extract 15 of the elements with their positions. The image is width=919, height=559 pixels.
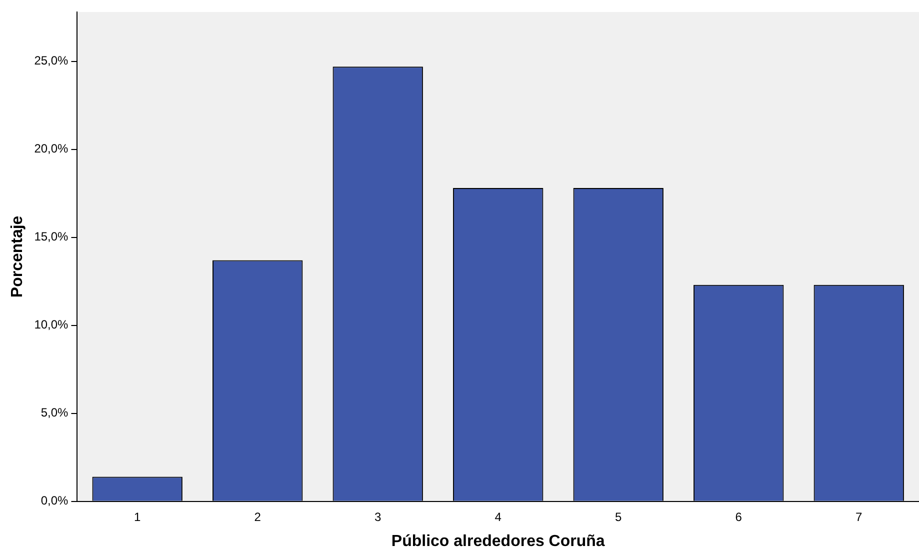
y-axis-title: Porcentaje (9, 216, 26, 298)
x-tick-label: 1 (134, 510, 142, 524)
y-tick-label: 20,0% (34, 142, 69, 156)
x-tick-label: 4 (494, 510, 502, 524)
x-tick-label: 6 (735, 510, 742, 524)
x-tick-label: 5 (615, 510, 622, 524)
x-axis-title: Público alrededores Coruña (391, 532, 605, 550)
y-tick-label: 10,0% (34, 318, 69, 332)
x-tick-label: 3 (374, 510, 382, 524)
x-tick-label: 2 (254, 510, 262, 524)
y-tick-label: 0,0% (40, 494, 69, 508)
y-tick-label: 5,0% (40, 406, 69, 420)
y-tick-label: 25,0% (34, 54, 69, 68)
x-tick-label: 7 (856, 510, 863, 524)
y-tick-label: 15,0% (34, 230, 69, 244)
